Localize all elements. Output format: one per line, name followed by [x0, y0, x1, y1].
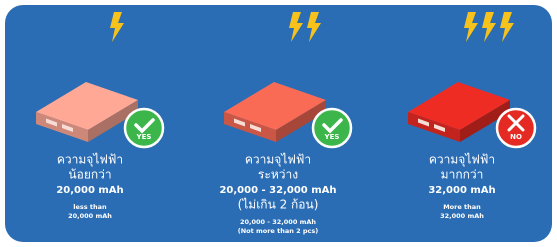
note-line: 20,000 mAh [68, 212, 112, 220]
capacity: 32,000 mAh [428, 185, 495, 196]
heading-line: น้อยกว่า [68, 168, 111, 182]
capacity: 20,000 mAh [56, 185, 123, 196]
note-line: less than [73, 203, 107, 211]
note-line: More than [443, 203, 481, 211]
badge [497, 109, 535, 147]
badge-label: YES [324, 133, 340, 141]
heading-line: ความจุไฟฟ้า [57, 153, 123, 168]
note-line: 32,000 mAh [440, 212, 484, 220]
badge-label: NO [510, 133, 522, 141]
heading-line: มากกว่า [441, 168, 484, 182]
heading-line: ระหว่าง [258, 168, 298, 182]
infographic: YESความจุไฟฟ้าน้อยกว่า20,000 mAhless tha… [0, 0, 557, 247]
heading-line: ความจุไฟฟ้า [429, 153, 495, 168]
badge-label: YES [136, 133, 152, 141]
note-line: (Not more than 2 pcs) [238, 227, 319, 235]
capacity: 20,000 - 32,000 mAh [219, 185, 336, 196]
note-line: 20,000 - 32,000 mAh [240, 218, 316, 226]
heading-line: (ไม่เกิน 2 ก้อน) [238, 198, 319, 212]
heading-line: ความจุไฟฟ้า [245, 153, 311, 168]
